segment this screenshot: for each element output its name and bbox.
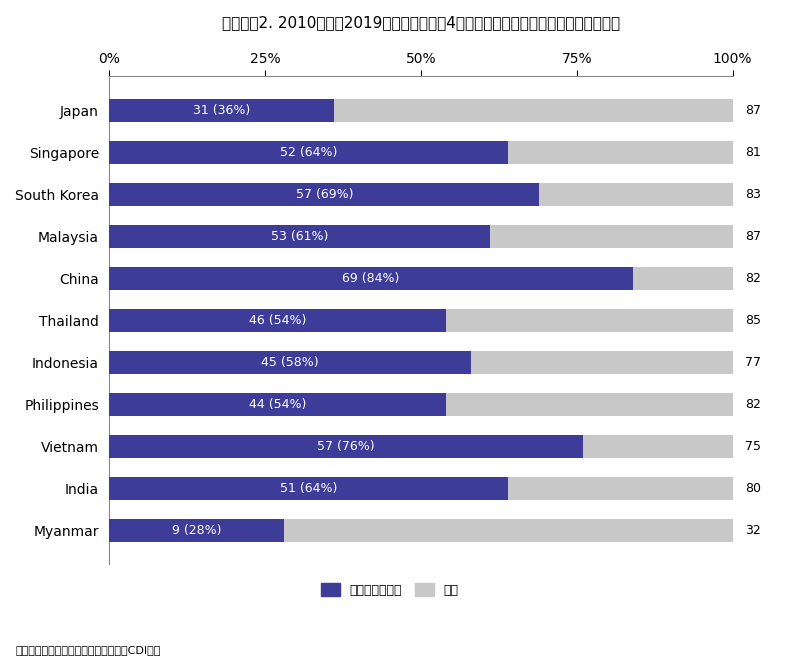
Bar (110, 266, 733, 290)
Text: 32: 32 (745, 524, 761, 537)
Text: 52 (64%): 52 (64%) (280, 145, 338, 159)
Bar (110, 141, 508, 164)
Text: 57 (69%): 57 (69%) (296, 188, 353, 201)
Text: 81: 81 (745, 145, 761, 159)
Text: 87: 87 (745, 104, 761, 116)
Bar (110, 435, 583, 458)
Bar (110, 393, 446, 416)
Text: 69 (84%): 69 (84%) (342, 272, 400, 285)
Bar (110, 351, 733, 374)
Text: 57 (76%): 57 (76%) (318, 440, 375, 453)
Bar (110, 266, 633, 290)
Bar (110, 183, 733, 206)
Bar (110, 393, 733, 416)
Text: 80: 80 (745, 482, 761, 495)
Bar (110, 99, 733, 122)
Text: 83: 83 (745, 188, 761, 201)
Legend: 入れ替わりあり, なし: 入れ替わりあり, なし (316, 578, 463, 602)
Text: 87: 87 (745, 230, 761, 243)
Bar (110, 435, 733, 458)
Bar (110, 141, 733, 164)
Bar (110, 477, 508, 500)
Bar (110, 183, 539, 206)
Text: 75: 75 (745, 440, 761, 453)
Text: 31 (36%): 31 (36%) (193, 104, 250, 116)
Text: 9 (28%): 9 (28%) (172, 524, 222, 537)
Bar (110, 519, 733, 542)
Bar (110, 309, 733, 332)
Text: 77: 77 (745, 356, 761, 369)
Text: 46 (54%): 46 (54%) (249, 314, 306, 327)
Text: 85: 85 (745, 314, 761, 327)
Bar (110, 224, 733, 248)
Text: 出所：ユーロモニター市場データよりCDI作成: 出所：ユーロモニター市場データよりCDI作成 (16, 645, 162, 655)
Text: 82: 82 (745, 398, 761, 411)
Text: 45 (58%): 45 (58%) (262, 356, 319, 369)
Text: 82: 82 (745, 272, 761, 285)
Text: 44 (54%): 44 (54%) (249, 398, 306, 411)
Bar (110, 477, 733, 500)
Text: 51 (64%): 51 (64%) (280, 482, 338, 495)
Bar (110, 309, 446, 332)
Bar (110, 351, 471, 374)
Bar (110, 224, 490, 248)
Bar (110, 99, 334, 122)
Bar (110, 519, 284, 542)
Title: ＜グラフ2. 2010年から2019年でシェア上位4社の入れ替わりがあった市場の割合　＞: ＜グラフ2. 2010年から2019年でシェア上位4社の入れ替わりがあった市場の… (222, 15, 620, 30)
Text: 53 (61%): 53 (61%) (271, 230, 328, 243)
